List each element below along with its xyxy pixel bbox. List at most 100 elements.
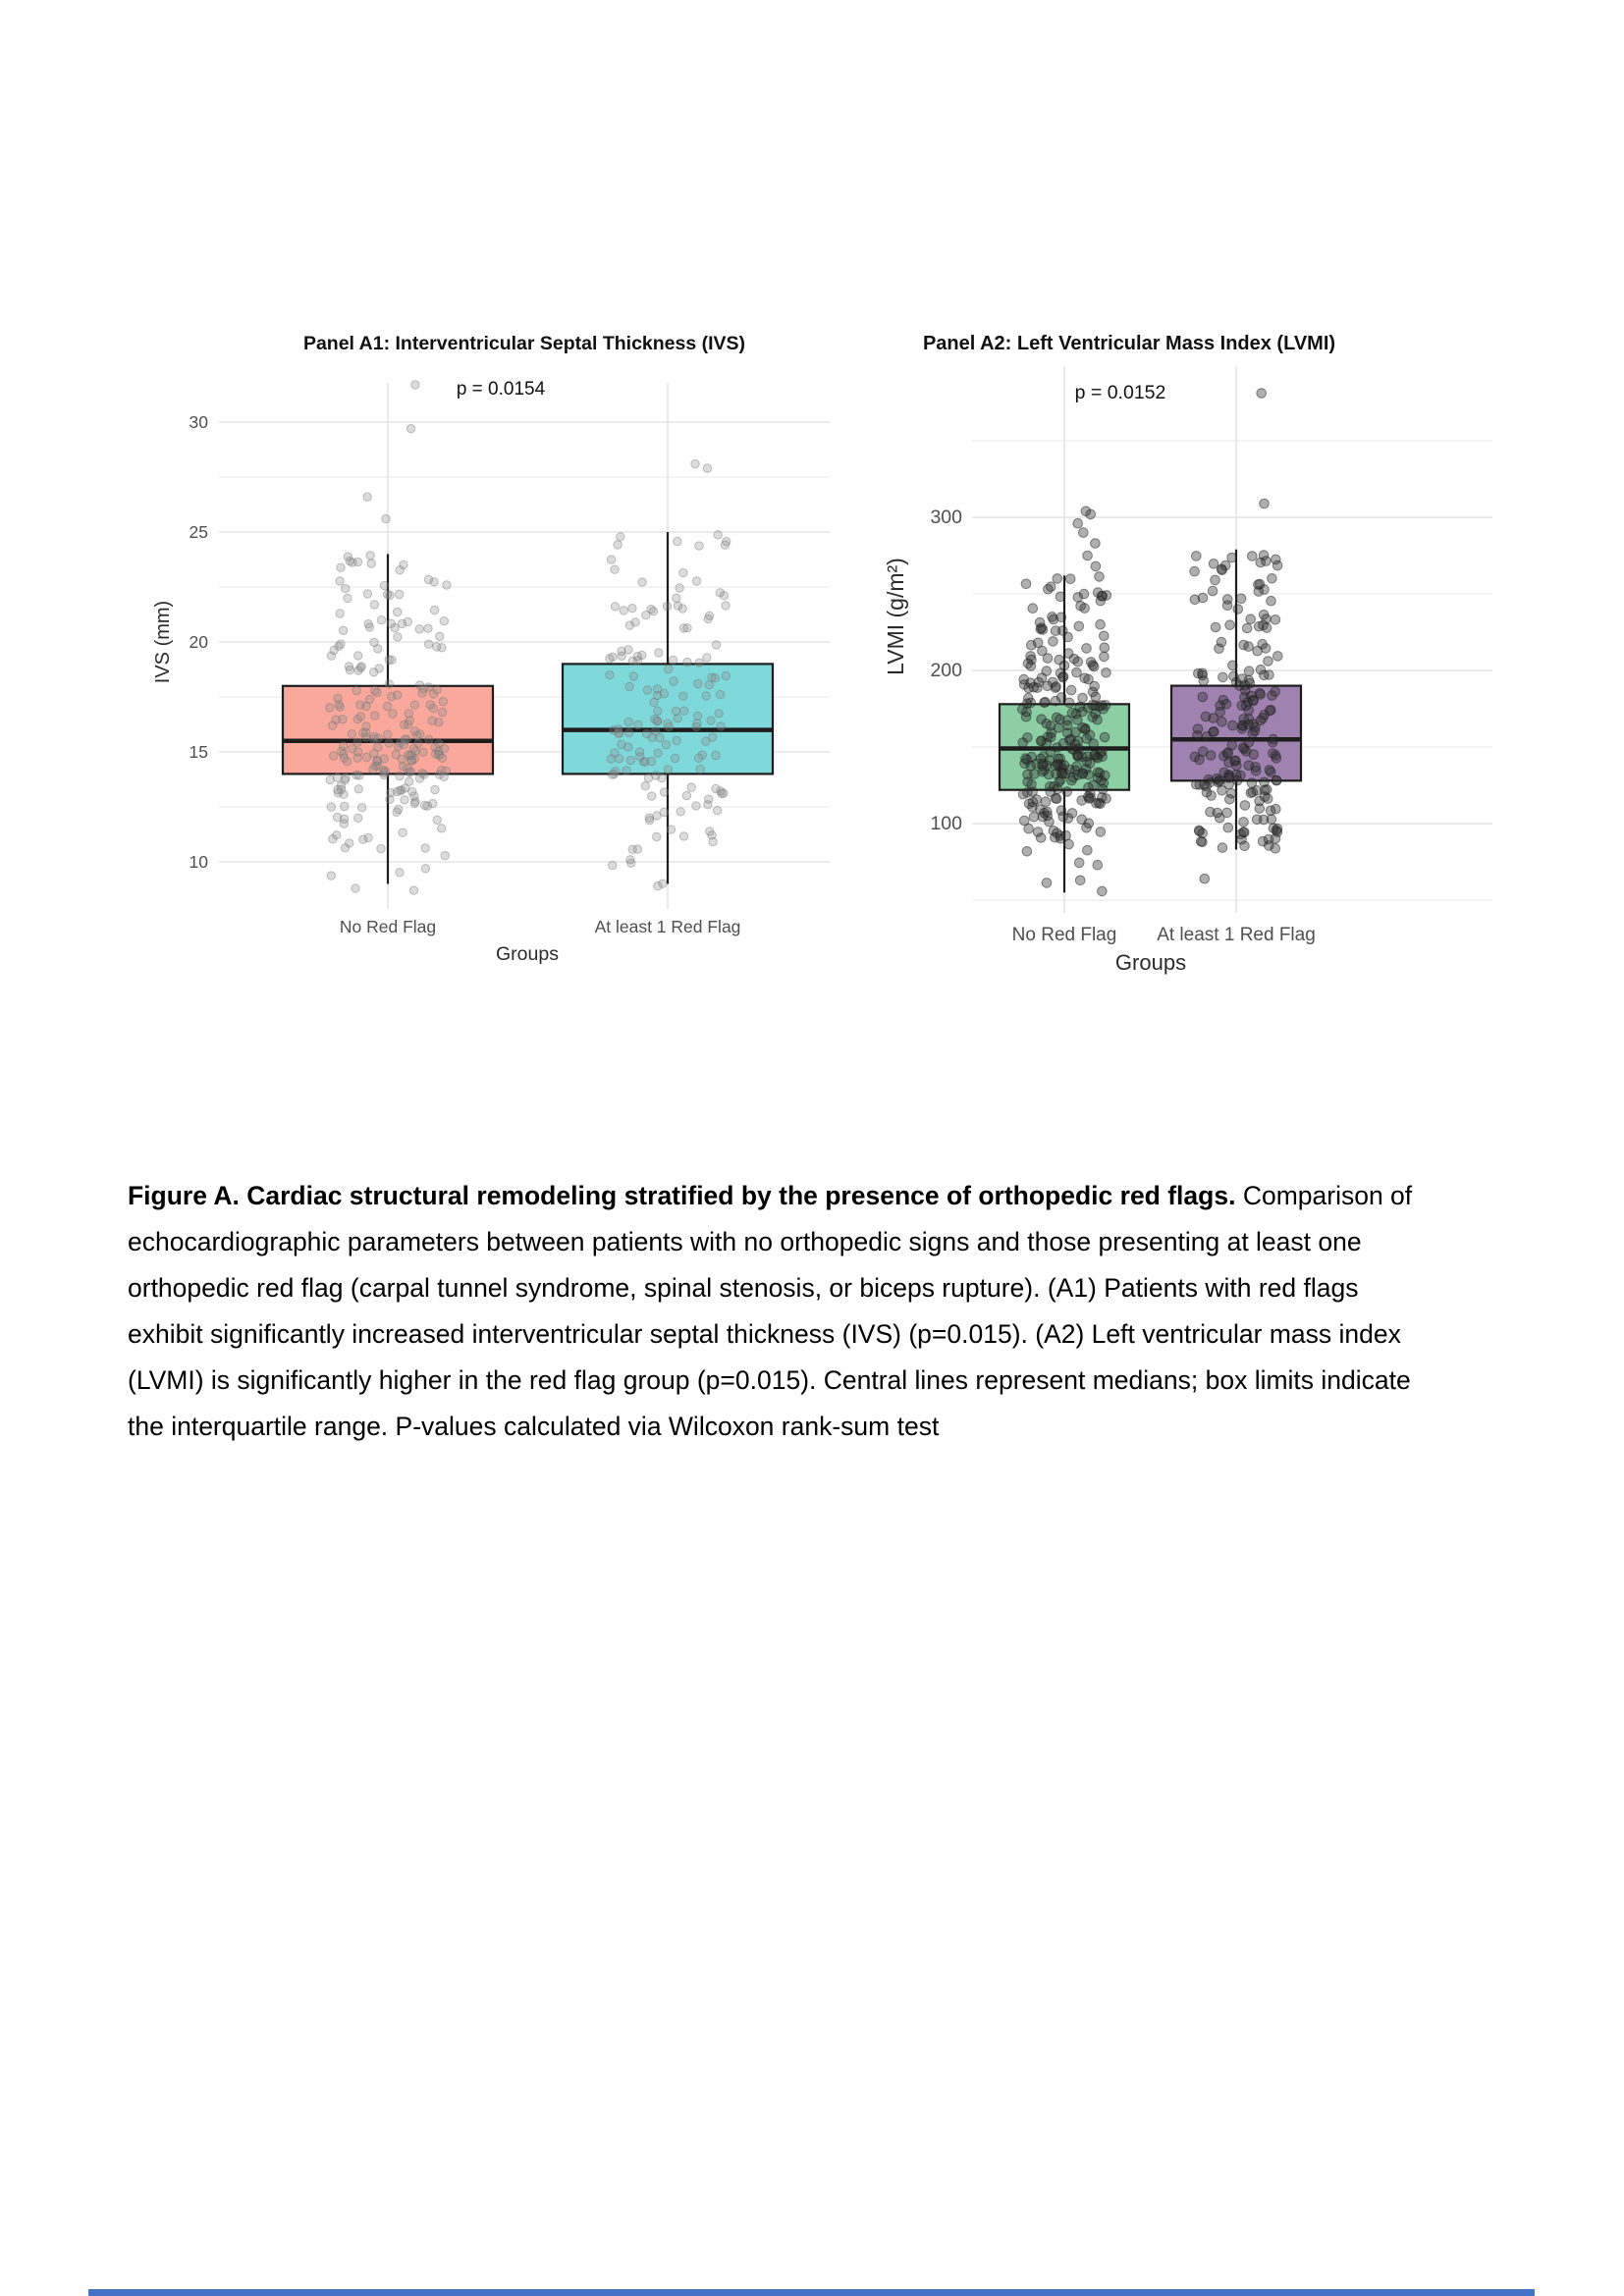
jitter-point <box>408 885 419 895</box>
jitter-point <box>403 720 413 729</box>
jitter-point <box>386 618 396 628</box>
jitter-point <box>338 625 349 635</box>
jitter-point <box>341 773 351 783</box>
jitter-point <box>434 746 444 756</box>
jitter-point <box>1082 844 1093 856</box>
jitter-point <box>353 747 363 757</box>
jitter-point <box>332 830 342 840</box>
jitter-point <box>1254 795 1265 807</box>
jitter-point <box>1082 550 1093 561</box>
jitter-point <box>1078 588 1090 600</box>
jitter-point <box>409 798 419 809</box>
jitter-point <box>432 685 442 695</box>
jitter-point <box>1214 812 1225 824</box>
y-tick-label: 300 <box>930 507 962 528</box>
jitter-point <box>397 618 407 629</box>
jitter-point <box>1043 769 1055 780</box>
jitter-point <box>608 652 618 662</box>
jitter-point <box>1088 661 1100 672</box>
jitter-point <box>352 715 362 724</box>
jitter-point <box>710 673 720 683</box>
jitter-point <box>1266 595 1276 607</box>
jitter-point <box>405 776 414 786</box>
jitter-point <box>334 641 344 651</box>
jitter-point <box>672 735 681 746</box>
jitter-point <box>614 754 624 764</box>
jitter-point <box>435 631 445 641</box>
jitter-point <box>395 589 405 600</box>
jitter-point <box>1192 723 1204 734</box>
jitter-point <box>1227 720 1238 731</box>
jitter-point <box>1073 620 1085 632</box>
jitter-point <box>1088 738 1099 750</box>
jitter-point <box>414 680 425 690</box>
jitter-point <box>358 834 368 844</box>
jitter-point <box>1252 645 1263 657</box>
jitter-point <box>650 714 660 724</box>
jitter-point <box>659 787 670 797</box>
jitter-point <box>655 732 665 743</box>
jitter-point <box>1056 612 1067 623</box>
jitter-point <box>1271 774 1282 786</box>
jitter-point <box>336 780 347 790</box>
jitter-point <box>400 795 409 805</box>
y-tick-label: 10 <box>189 852 209 872</box>
panel-a2-lvmi-boxplot: 100 200 300 Panel A2: Left Ventricular Mass… <box>883 333 1492 975</box>
jitter-point <box>653 690 663 701</box>
jitter-point <box>334 700 344 710</box>
jitter-point <box>1265 705 1275 717</box>
jitter-point <box>429 577 439 587</box>
category-label-no-red-flag: No Red Flag <box>340 917 436 936</box>
jitter-point <box>1027 786 1038 797</box>
jitter-point <box>702 653 712 663</box>
jitter-point <box>368 734 379 744</box>
jitter-point <box>1238 827 1249 838</box>
jitter-point <box>606 754 617 764</box>
jitter-point <box>713 805 723 816</box>
jitter-point <box>686 782 696 792</box>
jitter-point <box>365 551 375 561</box>
jitter-point <box>1238 714 1250 724</box>
jitter-point <box>1198 675 1210 686</box>
jitter-point <box>617 739 626 750</box>
jitter-point <box>356 662 366 671</box>
jitter-point <box>328 834 338 844</box>
jitter-point <box>1096 700 1108 711</box>
jitter-point <box>1077 706 1088 718</box>
jitter-point <box>694 541 704 551</box>
jitter-point <box>1259 498 1270 509</box>
next-page-table-edge <box>88 2289 1535 2296</box>
jitter-point <box>692 719 702 728</box>
jitter-point <box>622 766 631 775</box>
jitter-point <box>707 830 717 840</box>
jitter-point <box>649 697 659 708</box>
jitter-point <box>1197 592 1209 604</box>
y-tick-label: 25 <box>189 522 208 542</box>
jitter-point <box>410 746 420 756</box>
jitter-point <box>1217 842 1228 853</box>
jitter-point <box>442 580 452 590</box>
jitter-point <box>419 770 429 779</box>
jitter-point <box>1062 648 1074 659</box>
jitter-point <box>392 786 403 797</box>
jitter-point <box>393 632 403 642</box>
jitter-point <box>1216 636 1227 648</box>
jitter-point <box>1050 793 1061 804</box>
jitter-point <box>423 623 433 633</box>
jitter-point <box>326 802 337 812</box>
jitter-point <box>1087 660 1099 670</box>
jitter-point <box>1222 822 1234 833</box>
x-axis-title: Groups <box>496 943 559 965</box>
jitter-point <box>694 658 704 667</box>
jitter-point <box>1062 813 1074 824</box>
jitter-point <box>392 690 403 700</box>
jitter-point <box>711 783 721 794</box>
jitter-point <box>345 557 354 566</box>
jitter-point <box>370 711 380 721</box>
jitter-point <box>1257 713 1269 723</box>
jitter-point <box>1084 758 1096 769</box>
box-iqr <box>281 684 495 775</box>
jitter-point <box>1050 625 1061 637</box>
jitter-point <box>1072 592 1084 603</box>
jitter-point <box>1261 622 1272 633</box>
